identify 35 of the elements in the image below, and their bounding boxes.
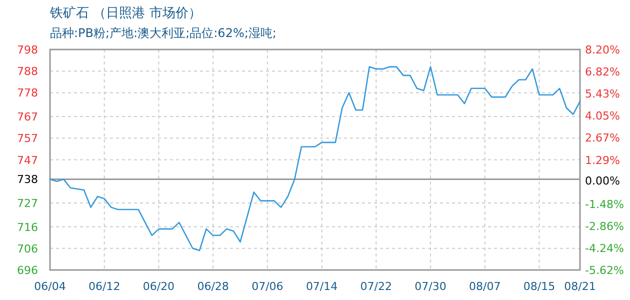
y2-tick-label: -4.24% bbox=[585, 242, 624, 255]
x-tick-label: 06/20 bbox=[142, 280, 175, 293]
y-tick-label: 778 bbox=[17, 86, 38, 100]
x-tick-label: 07/22 bbox=[360, 280, 392, 293]
y2-tick-label: -2.86% bbox=[585, 220, 624, 233]
x-tick-label: 06/12 bbox=[88, 280, 120, 293]
y-tick-label: 696 bbox=[17, 264, 38, 277]
y-tick-label: 798 bbox=[17, 44, 38, 56]
y-tick-label: 767 bbox=[17, 110, 38, 124]
y2-tick-label: 1.29% bbox=[585, 154, 620, 167]
y2-tick-label: 5.43% bbox=[585, 88, 620, 101]
y2-tick-label: 6.82% bbox=[585, 66, 620, 79]
x-tick-label: 07/30 bbox=[414, 280, 446, 293]
y2-tick-label: -1.48% bbox=[585, 198, 624, 211]
x-tick-label: 08/15 bbox=[523, 280, 556, 293]
y2-tick-label: 0.00% bbox=[585, 174, 620, 188]
x-tick-label: 07/06 bbox=[252, 280, 284, 293]
y-tick-label: 757 bbox=[17, 132, 38, 146]
y2-tick-label: 2.67% bbox=[585, 132, 620, 145]
x-tick-label: 06/28 bbox=[197, 280, 229, 293]
x-tick-label: 06/04 bbox=[34, 280, 66, 293]
x-tick-label: 08/21 bbox=[564, 280, 596, 293]
y-tick-label: 788 bbox=[17, 65, 38, 78]
y2-tick-label: 8.20% bbox=[585, 44, 620, 56]
y-tick-label: 727 bbox=[17, 196, 38, 210]
y-tick-label: 747 bbox=[17, 154, 38, 167]
x-tick-label: 08/07 bbox=[469, 280, 501, 293]
y-tick-label: 706 bbox=[17, 242, 38, 256]
chart-subtitle: 品种:PB粉;产地:澳大利亚;品位:62%;湿吨; bbox=[50, 26, 276, 40]
y-tick-label: 716 bbox=[17, 220, 38, 234]
y2-tick-label: -5.62% bbox=[585, 264, 624, 277]
y-tick-label: 738 bbox=[17, 173, 38, 186]
chart-title: 铁矿石 （日照港 市场价） bbox=[49, 6, 202, 21]
x-tick-label: 07/14 bbox=[306, 280, 338, 293]
y2-tick-label: 4.05% bbox=[585, 110, 620, 123]
